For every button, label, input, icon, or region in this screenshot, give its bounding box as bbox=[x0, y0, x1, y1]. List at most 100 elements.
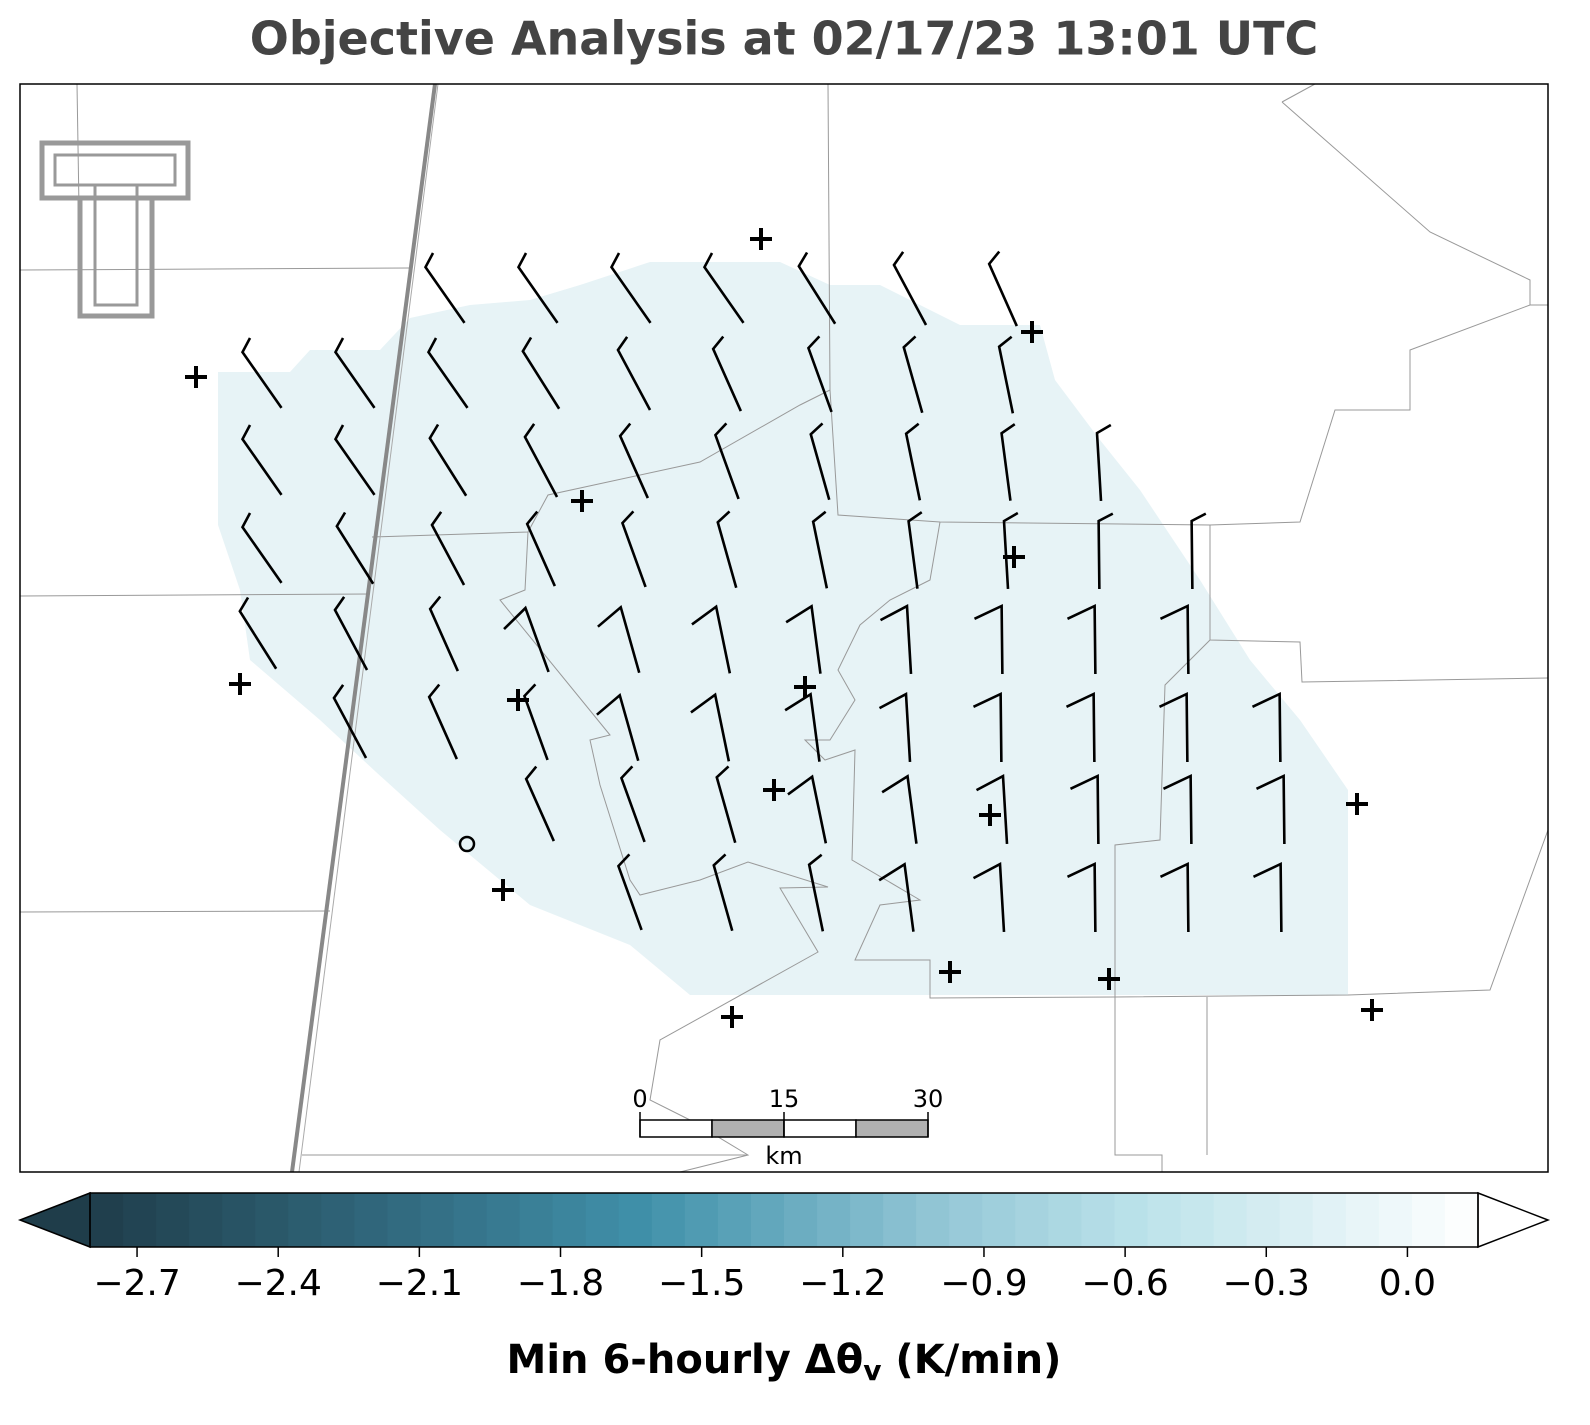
wind-barb bbox=[1251, 691, 1282, 763]
colorbar-tick-label: −1.2 bbox=[799, 1263, 886, 1304]
wind-barb bbox=[784, 692, 821, 762]
wind-barb bbox=[616, 336, 652, 411]
wind-barb bbox=[240, 512, 283, 584]
wind-barb bbox=[1159, 861, 1190, 933]
colorbar-bin bbox=[222, 1193, 256, 1247]
wind-barb bbox=[1066, 603, 1097, 675]
wind-barb bbox=[426, 337, 469, 409]
scale-segment bbox=[783, 1119, 857, 1138]
wind-barb bbox=[423, 252, 466, 324]
wind-barb bbox=[525, 510, 557, 587]
station-marker bbox=[763, 779, 785, 801]
colorbar-extend-low bbox=[17, 1191, 91, 1249]
colorbar-bin bbox=[750, 1193, 785, 1247]
colorbar-tick-label: −2.7 bbox=[93, 1263, 180, 1304]
colorbar-tick-label: −2.4 bbox=[234, 1263, 321, 1304]
wind-barb bbox=[987, 250, 1019, 327]
colorbar-tick-label: −0.9 bbox=[940, 1263, 1027, 1304]
scale-tick-label: 0 bbox=[632, 1085, 647, 1113]
colorbar-extend-high bbox=[1477, 1191, 1551, 1249]
colorbar-bin bbox=[1147, 1193, 1182, 1247]
wind-barb bbox=[609, 252, 652, 324]
wind-barb bbox=[597, 604, 641, 674]
station-marker bbox=[185, 366, 207, 388]
colorbar-bin bbox=[123, 1193, 157, 1247]
station-marker bbox=[1098, 968, 1120, 990]
wind-barb bbox=[1162, 773, 1193, 845]
wind-barb bbox=[711, 335, 743, 412]
colorbar-bin bbox=[90, 1193, 124, 1247]
map-frame bbox=[19, 83, 1549, 1173]
label-subscript: v bbox=[863, 1354, 881, 1387]
wind-barb bbox=[620, 510, 647, 588]
colorbar-bin bbox=[684, 1193, 719, 1247]
colorbar-tick-label: 0.0 bbox=[1379, 1263, 1436, 1304]
wind-barb bbox=[1066, 861, 1097, 933]
wind-barb bbox=[907, 511, 923, 589]
colorbar-bin bbox=[552, 1193, 587, 1247]
colorbar-bin bbox=[354, 1193, 389, 1247]
wind-barb bbox=[878, 691, 912, 763]
colorbar-bin bbox=[453, 1193, 488, 1247]
colorbar-bin bbox=[519, 1193, 554, 1247]
wind-barb bbox=[712, 853, 734, 932]
wind-barb bbox=[811, 510, 829, 589]
wind-barb bbox=[523, 423, 559, 498]
station-calm bbox=[458, 835, 476, 853]
wind-barb bbox=[1158, 691, 1189, 763]
wind-barb bbox=[428, 595, 460, 672]
colorbar-bin bbox=[1279, 1193, 1314, 1247]
station-marker bbox=[750, 228, 772, 250]
wind-barb bbox=[1159, 603, 1190, 675]
colorbar-bin bbox=[1345, 1193, 1380, 1247]
colorbar-bin bbox=[784, 1193, 818, 1247]
wind-barb bbox=[428, 423, 468, 497]
colorbar-bin bbox=[916, 1193, 950, 1247]
colorbar-bin bbox=[717, 1193, 752, 1247]
map bbox=[19, 83, 1549, 1173]
station-marker bbox=[1003, 546, 1025, 568]
colorbar-bin bbox=[255, 1193, 289, 1247]
wind-barb bbox=[892, 251, 928, 326]
colorbar: −2.7 −2.4 −2.1 −1.8 −1.5 −1.2 −0.9 −0.6 −0.3 0.0 bbox=[17, 1191, 1551, 1304]
colorbar-bin bbox=[420, 1193, 455, 1247]
colorbar-tick-label: −1.5 bbox=[658, 1263, 745, 1304]
wind-barb bbox=[1002, 511, 1019, 590]
station-marker bbox=[721, 1006, 743, 1028]
colorbar-bin bbox=[651, 1193, 686, 1247]
wind-barb bbox=[1000, 423, 1016, 501]
colorbar-bin bbox=[1444, 1193, 1479, 1247]
colorbar-bin bbox=[883, 1193, 917, 1247]
colorbar-tick-label: −0.3 bbox=[1223, 1263, 1310, 1304]
wind-barb bbox=[1095, 423, 1112, 502]
colorbar-bin bbox=[1312, 1193, 1347, 1247]
station-marker bbox=[492, 879, 514, 901]
wind-barb bbox=[240, 337, 283, 409]
colorbar-tick-label: −1.8 bbox=[517, 1263, 604, 1304]
wind-barb bbox=[809, 422, 831, 501]
wind-barb bbox=[333, 596, 369, 671]
state-line bbox=[290, 83, 437, 1173]
wind-barb bbox=[797, 251, 837, 325]
colorbar-bin bbox=[1081, 1193, 1116, 1247]
wind-barb bbox=[238, 596, 278, 670]
wind-barb bbox=[972, 861, 1006, 933]
wind-barb bbox=[1255, 773, 1286, 845]
wind-barb bbox=[716, 510, 738, 589]
colorbar-bin bbox=[189, 1193, 223, 1247]
wind-barb bbox=[715, 765, 737, 844]
wind-barb bbox=[516, 252, 559, 324]
scale-bar: km 0 15 30 bbox=[632, 1085, 943, 1170]
wind-barb bbox=[1097, 512, 1114, 590]
label-text: Min 6-hourly Δθ bbox=[507, 1337, 864, 1383]
colorbar-frame bbox=[89, 1192, 1479, 1248]
wind-barb bbox=[333, 424, 376, 496]
wind-barb bbox=[878, 862, 915, 932]
colorbar-bin bbox=[1411, 1193, 1446, 1247]
colorbar-bin bbox=[982, 1193, 1016, 1247]
colorbar-bin bbox=[288, 1193, 322, 1247]
title: Objective Analysis at 02/17/23 13:01 UTC bbox=[250, 12, 1319, 66]
logo bbox=[39, 140, 191, 319]
colorbar-bin bbox=[156, 1193, 190, 1247]
colorbar-bin bbox=[387, 1193, 422, 1247]
